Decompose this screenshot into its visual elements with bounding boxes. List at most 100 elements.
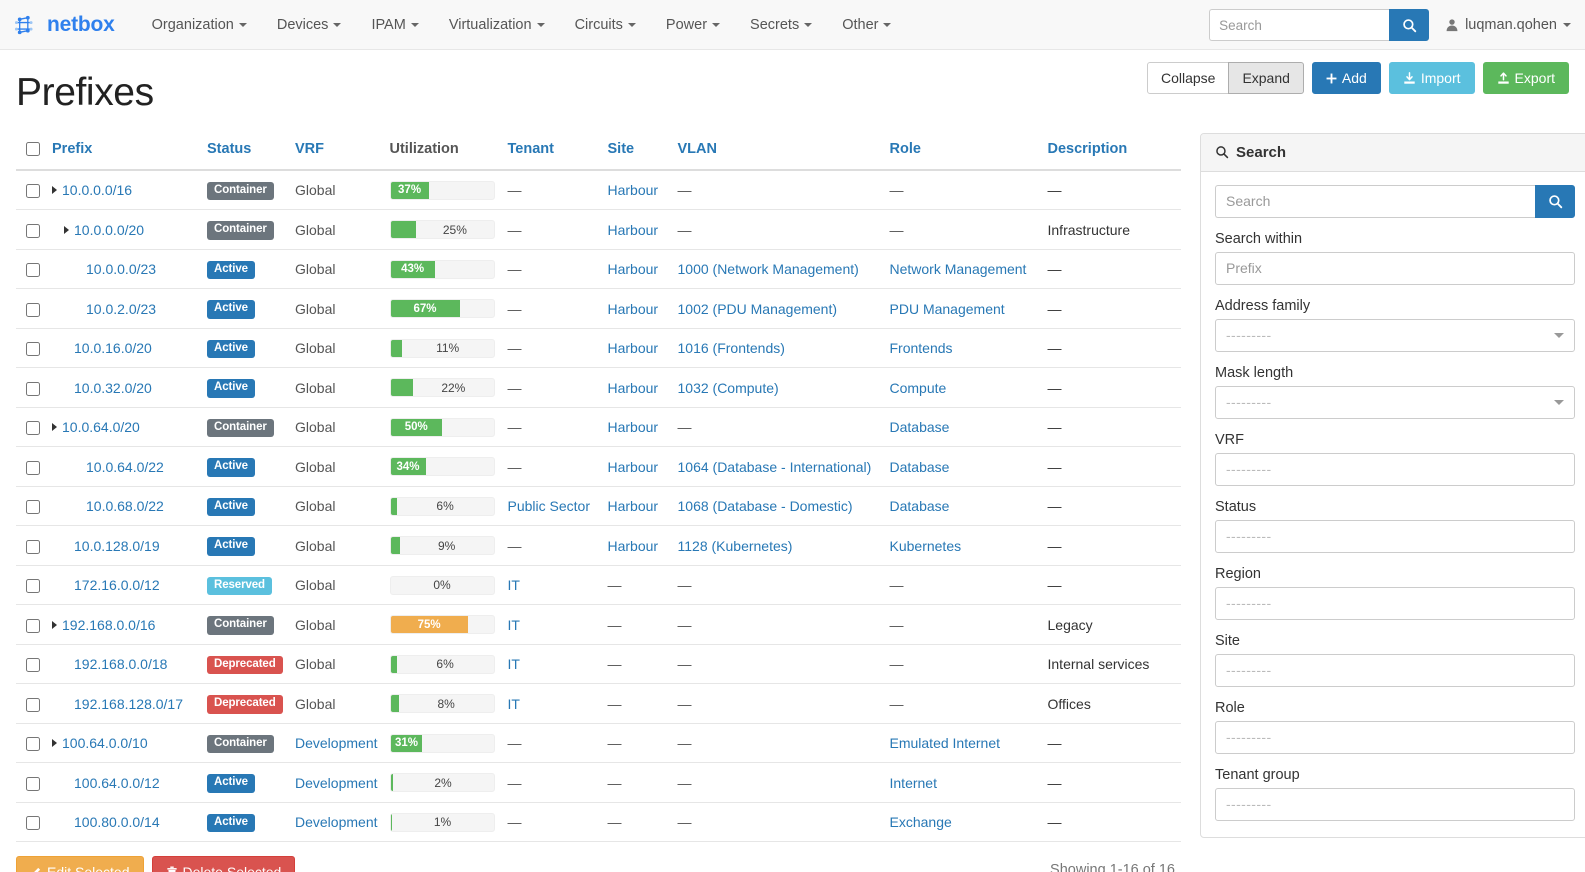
th-vrf[interactable]: VRF bbox=[289, 132, 384, 171]
table-row[interactable]: 172.16.0.0/12 Reserved Global 0% IT — — — — bbox=[16, 565, 1181, 606]
sidebar-search-input[interactable] bbox=[1215, 184, 1535, 218]
table-row[interactable]: 192.168.0.0/18 Deprecated Global 6% IT — — — Int… bbox=[16, 644, 1181, 685]
row-checkbox[interactable] bbox=[26, 263, 40, 278]
row-checkbox[interactable] bbox=[26, 539, 40, 554]
row-checkbox[interactable] bbox=[26, 223, 40, 238]
role-value[interactable]: Database bbox=[889, 458, 950, 475]
expand-caret-icon[interactable] bbox=[64, 225, 69, 234]
th-tenant[interactable]: Tenant bbox=[501, 132, 602, 171]
th-role[interactable]: Role bbox=[883, 132, 1042, 171]
delete-selected-button[interactable]: Delete Selected bbox=[151, 856, 296, 872]
nav-item-devices[interactable]: Devices bbox=[262, 0, 357, 50]
table-row[interactable]: 10.0.2.0/23 Active Global 67% — Harbour 1002 (… bbox=[16, 288, 1181, 329]
th-description[interactable]: Description bbox=[1041, 132, 1181, 171]
expand-button[interactable]: Expand bbox=[1228, 62, 1304, 94]
table-row[interactable]: 100.64.0.0/12 Active Development 2% — — — Inter… bbox=[16, 762, 1181, 803]
nav-item-organization[interactable]: Organization bbox=[137, 0, 262, 50]
nav-item-secrets[interactable]: Secrets bbox=[735, 0, 827, 50]
expand-caret-icon[interactable] bbox=[52, 423, 57, 432]
role-value[interactable]: Frontends bbox=[889, 340, 953, 357]
prefix-link[interactable]: 172.16.0.0/12 bbox=[74, 577, 160, 594]
expand-caret-icon[interactable] bbox=[52, 620, 57, 629]
filter-select-mask-length[interactable]: --------- bbox=[1215, 385, 1575, 419]
expand-caret-icon[interactable] bbox=[52, 739, 57, 748]
site-value[interactable]: Harbour bbox=[607, 261, 659, 278]
prefix-link[interactable]: 10.0.32.0/20 bbox=[74, 379, 152, 396]
import-button[interactable]: Import bbox=[1388, 62, 1475, 94]
edit-selected-button[interactable]: Edit Selected bbox=[16, 856, 144, 872]
table-row[interactable]: 10.0.64.0/20 Container Global 50% — Harbour — D… bbox=[16, 407, 1181, 448]
prefix-link[interactable]: 100.80.0.0/14 bbox=[74, 814, 160, 831]
filter-input-status[interactable]: --------- bbox=[1215, 519, 1575, 553]
row-checkbox[interactable] bbox=[26, 500, 40, 515]
site-value[interactable]: Harbour bbox=[607, 340, 659, 357]
row-checkbox[interactable] bbox=[26, 658, 40, 673]
prefix-link[interactable]: 10.0.0.0/20 bbox=[74, 221, 145, 238]
prefix-link[interactable]: 10.0.0.0/16 bbox=[62, 182, 133, 199]
netbox-brand[interactable]: netbox bbox=[14, 12, 115, 38]
vlan-value[interactable]: 1000 (Network Management) bbox=[677, 261, 859, 278]
table-row[interactable]: 10.0.128.0/19 Active Global 9% — Harbour 1128 … bbox=[16, 525, 1181, 566]
prefix-link[interactable]: 10.0.16.0/20 bbox=[74, 340, 152, 357]
row-checkbox[interactable] bbox=[26, 421, 40, 436]
filter-input-vrf[interactable]: --------- bbox=[1215, 452, 1575, 486]
table-row[interactable]: 10.0.0.0/16 Container Global 37% — Harbour — — — bbox=[16, 169, 1181, 211]
filter-input-search-within[interactable] bbox=[1215, 251, 1575, 285]
prefix-link[interactable]: 10.0.0.0/23 bbox=[86, 261, 157, 278]
filter-input-role[interactable]: --------- bbox=[1215, 720, 1575, 754]
select-all-checkbox[interactable] bbox=[26, 142, 40, 157]
row-checkbox[interactable] bbox=[26, 460, 40, 475]
row-checkbox[interactable] bbox=[26, 381, 40, 396]
vrf-value[interactable]: Development bbox=[295, 774, 378, 791]
role-value[interactable]: Emulated Internet bbox=[889, 735, 1001, 752]
th-site[interactable]: Site bbox=[601, 132, 672, 171]
table-row[interactable]: 10.0.68.0/22 Active Global 6% Public Sector H… bbox=[16, 486, 1181, 527]
sidebar-search-button[interactable] bbox=[1535, 184, 1575, 218]
site-value[interactable]: Harbour bbox=[607, 498, 659, 515]
site-value[interactable]: Harbour bbox=[607, 419, 659, 436]
prefix-link[interactable]: 192.168.0.0/18 bbox=[74, 656, 168, 673]
prefix-link[interactable]: 100.64.0.0/12 bbox=[74, 774, 160, 791]
role-value[interactable]: Database bbox=[889, 498, 950, 515]
row-checkbox[interactable] bbox=[26, 302, 40, 317]
prefix-link[interactable]: 100.64.0.0/10 bbox=[62, 735, 148, 752]
filter-input-site[interactable]: --------- bbox=[1215, 653, 1575, 687]
tenant-value[interactable]: IT bbox=[507, 577, 520, 594]
site-value[interactable]: Harbour bbox=[607, 379, 659, 396]
prefix-link[interactable]: 192.168.128.0/17 bbox=[74, 695, 183, 712]
global-search-button[interactable] bbox=[1389, 9, 1430, 41]
vrf-value[interactable]: Development bbox=[295, 735, 378, 752]
filter-input-region[interactable]: --------- bbox=[1215, 586, 1575, 620]
nav-item-other[interactable]: Other bbox=[827, 0, 906, 50]
prefix-link[interactable]: 10.0.64.0/20 bbox=[62, 419, 140, 436]
tenant-value[interactable]: Public Sector bbox=[507, 498, 590, 515]
nav-item-virtualization[interactable]: Virtualization bbox=[434, 0, 560, 50]
prefix-link[interactable]: 192.168.0.0/16 bbox=[62, 616, 156, 633]
row-checkbox[interactable] bbox=[26, 579, 40, 594]
row-checkbox[interactable] bbox=[26, 184, 40, 199]
prefix-link[interactable]: 10.0.64.0/22 bbox=[86, 458, 164, 475]
vlan-value[interactable]: 1016 (Frontends) bbox=[677, 340, 785, 357]
user-menu[interactable]: luqman.qohen bbox=[1445, 17, 1571, 33]
prefix-link[interactable]: 10.0.68.0/22 bbox=[86, 498, 164, 515]
table-row[interactable]: 100.64.0.0/10 Container Development 31% — — — E… bbox=[16, 723, 1181, 764]
th-prefix[interactable]: Prefix bbox=[46, 132, 201, 171]
export-button[interactable]: Export bbox=[1482, 62, 1569, 94]
vlan-value[interactable]: 1064 (Database - International) bbox=[677, 458, 872, 475]
row-checkbox[interactable] bbox=[26, 737, 40, 752]
nav-item-circuits[interactable]: Circuits bbox=[560, 0, 651, 50]
role-value[interactable]: Database bbox=[889, 419, 950, 436]
table-row[interactable]: 192.168.0.0/16 Container Global 75% IT — — — Leg… bbox=[16, 604, 1181, 645]
row-checkbox[interactable] bbox=[26, 816, 40, 831]
prefix-link[interactable]: 10.0.2.0/23 bbox=[86, 300, 157, 317]
nav-item-ipam[interactable]: IPAM bbox=[356, 0, 433, 50]
row-checkbox[interactable] bbox=[26, 618, 40, 633]
tenant-value[interactable]: IT bbox=[507, 656, 520, 673]
row-checkbox[interactable] bbox=[26, 697, 40, 712]
site-value[interactable]: Harbour bbox=[607, 537, 659, 554]
table-row[interactable]: 100.80.0.0/14 Active Development 1% — — — Excha… bbox=[16, 802, 1181, 843]
table-row[interactable]: 10.0.32.0/20 Active Global 22% — Harbour 1032 … bbox=[16, 367, 1181, 408]
site-value[interactable]: Harbour bbox=[607, 182, 659, 199]
table-row[interactable]: 10.0.0.0/23 Active Global 43% — Harbour 1000 (… bbox=[16, 249, 1181, 290]
table-row[interactable]: 192.168.128.0/17 Deprecated Global 8% IT — — — O… bbox=[16, 683, 1181, 724]
